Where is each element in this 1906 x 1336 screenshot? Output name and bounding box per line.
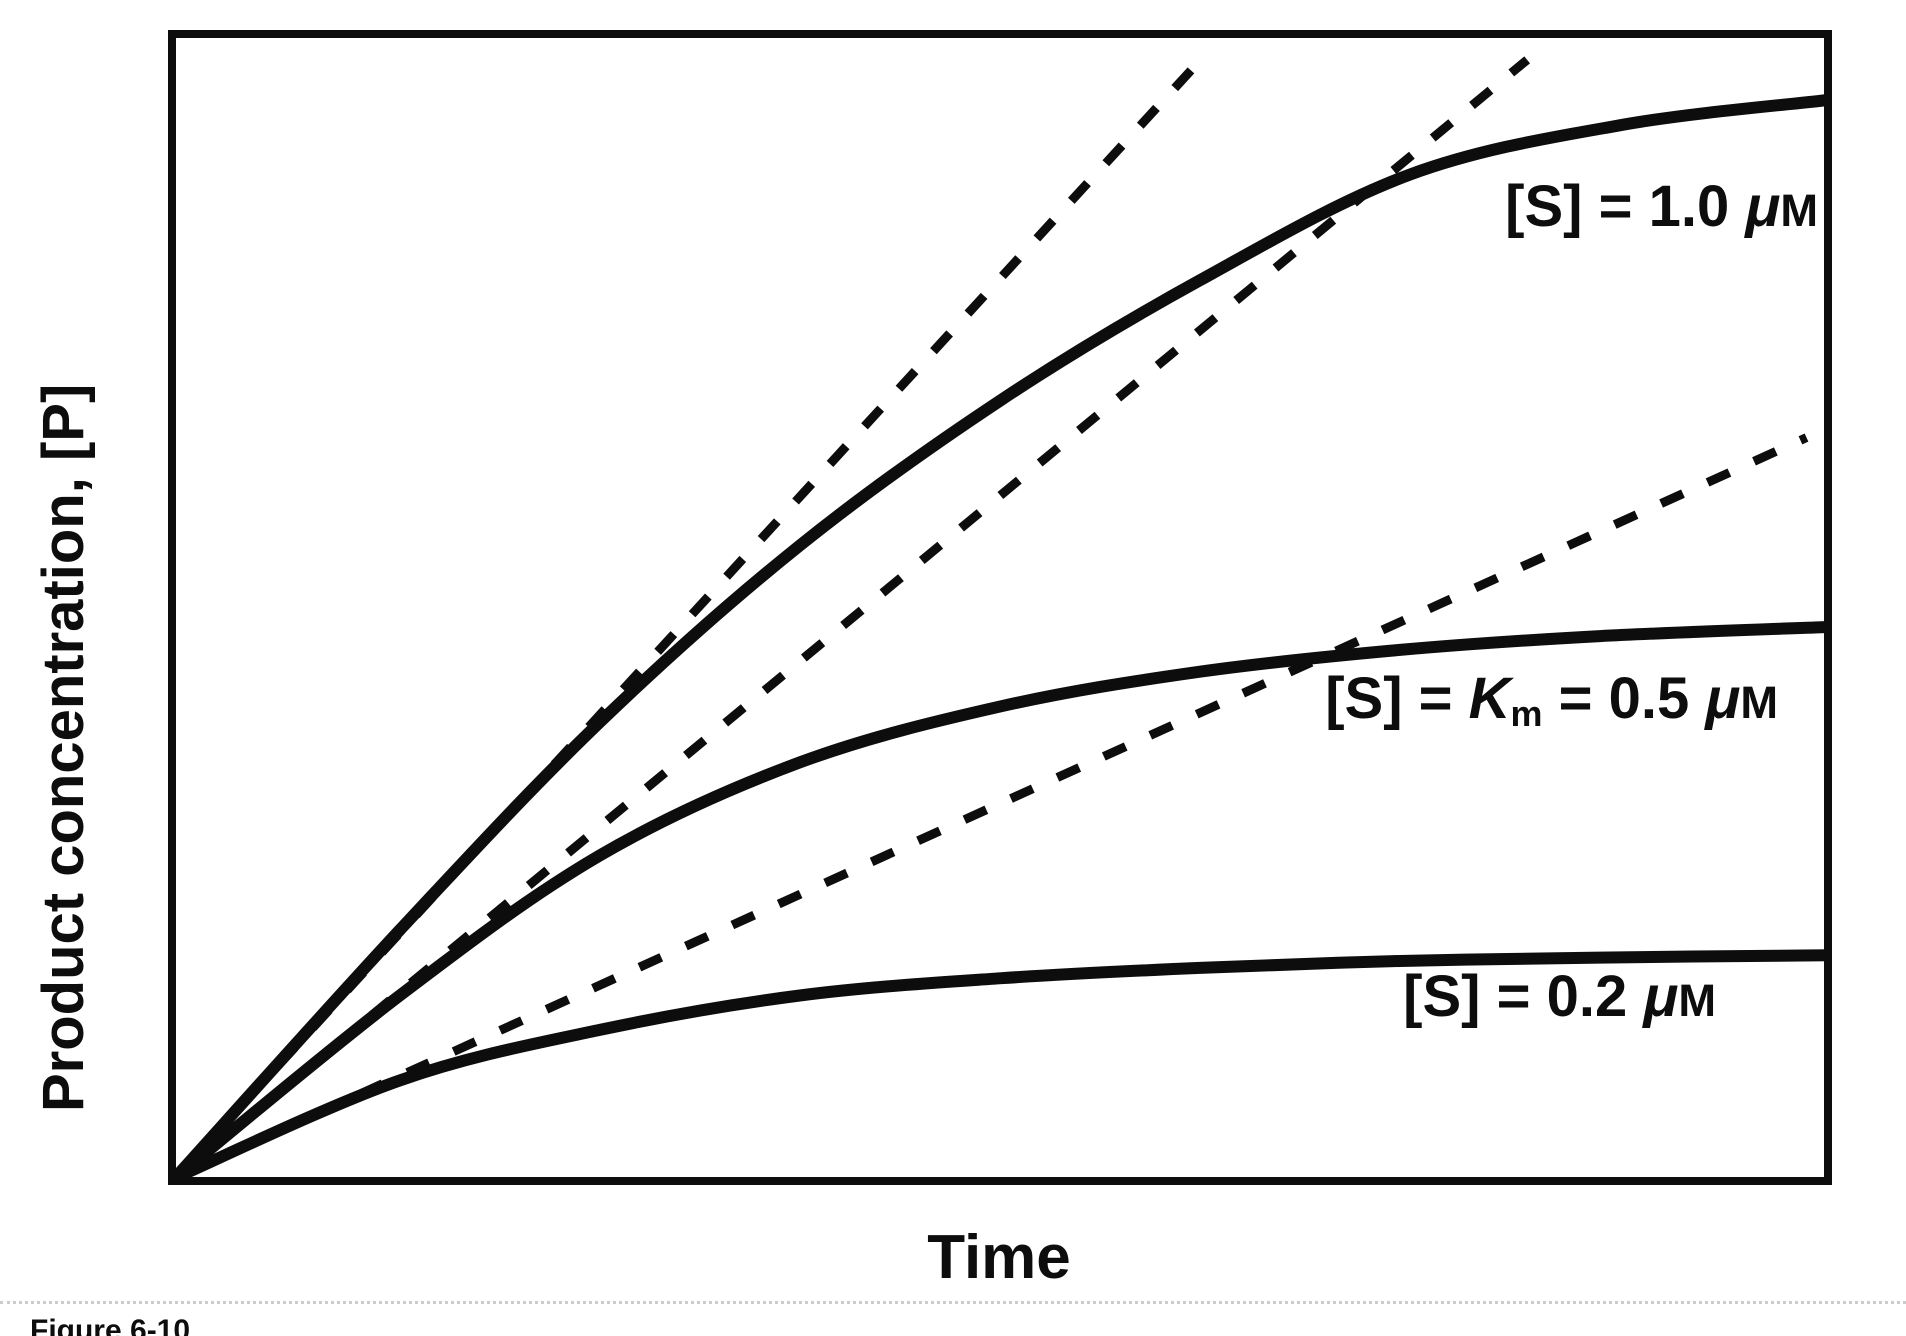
y-axis-label: Product concentration, [P] [31, 383, 96, 1112]
progress-curve-s05 [170, 621, 1830, 1183]
product-progress-curves [170, 94, 1830, 1183]
mu-symbol: μ [1643, 964, 1679, 1029]
curve-label-0.2uM: [S] = 0.2 μM [1403, 968, 1716, 1026]
figure-caption: Figure 6-10 [30, 1314, 191, 1336]
caption-separator-line [0, 1301, 1906, 1304]
tangent-line-s02 [173, 433, 1809, 1183]
km-symbol: K [1468, 666, 1511, 731]
label-text: [S] = 0.2 [1403, 964, 1644, 1029]
progress-curve-s02 [170, 949, 1830, 1183]
molar-unit: M [1678, 975, 1716, 1026]
plot-border [168, 30, 1832, 1185]
x-axis-label: Time [927, 1223, 1071, 1292]
label-text: [S] = 1.0 [1505, 174, 1746, 239]
label-text: [S] = [1325, 666, 1469, 731]
km-subscript: m [1510, 692, 1543, 734]
mu-symbol: μ [1705, 666, 1741, 731]
label-text: = 0.5 [1542, 666, 1706, 731]
progress-curve-s10 [170, 94, 1830, 1183]
molar-unit: M [1740, 677, 1778, 728]
mu-symbol: μ [1745, 174, 1781, 239]
tangent-line-s05 [172, 56, 1531, 1182]
curve-label-km-0.5uM: [S] = Km = 0.5 μM [1325, 670, 1778, 732]
molar-unit: M [1780, 185, 1818, 236]
initial-velocity-tangents [171, 56, 1809, 1183]
curve-label-1.0uM: [S] = 1.0 μM [1505, 178, 1818, 236]
